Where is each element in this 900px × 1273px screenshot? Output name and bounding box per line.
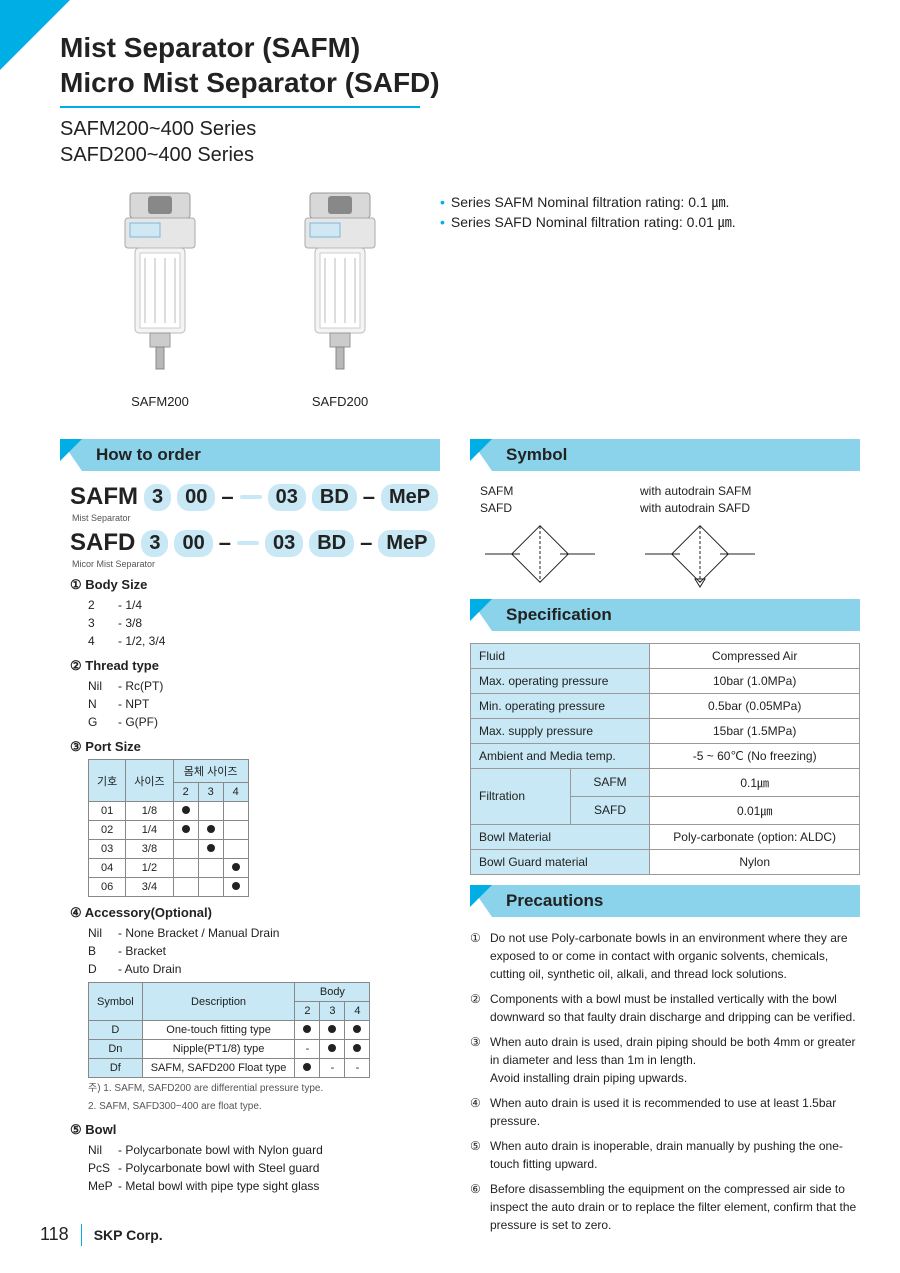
subtitle-1: SAFM200~400 Series xyxy=(60,116,860,142)
precautions-list: ①Do not use Poly-carbonate bowls in an e… xyxy=(470,929,860,1234)
section-symbol: Symbol xyxy=(470,439,860,471)
section-specification: Specification xyxy=(470,599,860,631)
accessory-table: SymbolDescriptionBody 234 DOne-touch fit… xyxy=(88,982,370,1078)
footer: 118 SKP Corp. xyxy=(40,1224,163,1246)
title-2: Micro Mist Separator (SAFD) xyxy=(60,65,860,100)
product-images: SAFM200 xyxy=(60,188,440,409)
port-size-table: 기호사이즈몸체 사이즈 234 011/8021/4033/8041/2063/… xyxy=(88,759,249,897)
page-body: Mist Separator (SAFM) Micro Mist Separat… xyxy=(0,0,900,1261)
spec-table: FluidCompressed AirMax. operating pressu… xyxy=(470,643,860,875)
title-1: Mist Separator (SAFM) xyxy=(60,30,860,65)
symbol-icon-autodrain xyxy=(640,519,760,589)
model-safm: SAFM 3 00 – 03 BD – MeP Mist Separator xyxy=(60,483,440,523)
product-image-safd xyxy=(280,188,400,388)
product-label-1: SAFD200 xyxy=(312,394,368,409)
bullet-0: Series SAFM Nominal filtration rating: 0… xyxy=(451,194,730,210)
legend-thread-type: ② Thread type Nil- Rc(PT) N- NPT G- G(PF… xyxy=(70,658,440,731)
legend-port-size: ③ Port Size 기호사이즈몸체 사이즈 234 011/8021/403… xyxy=(70,739,440,897)
title-rule xyxy=(60,106,420,108)
bullet-1: Series SAFD Nominal filtration rating: 0… xyxy=(451,214,736,230)
section-precautions: Precautions xyxy=(470,885,860,917)
product-label-0: SAFM200 xyxy=(131,394,189,409)
symbol-icon-basic xyxy=(480,519,600,589)
symbol-diagrams: SAFMSAFD with autodrain SAFMwith autodra… xyxy=(480,483,860,589)
legend-bowl: ⑤ Bowl Nil- Polycarbonate bowl with Nylo… xyxy=(70,1122,440,1195)
section-how-to-order: How to order xyxy=(60,439,440,471)
legend-accessory: ④ Accessory(Optional) Nil- None Bracket … xyxy=(70,905,440,1114)
product-image-safm xyxy=(100,188,220,388)
top-bullets: •Series SAFM Nominal filtration rating: … xyxy=(440,192,860,232)
subtitle-2: SAFD200~400 Series xyxy=(60,142,860,168)
model-safd: SAFD 3 00 – 03 BD – MeP Micor Mist Separ… xyxy=(60,529,440,569)
legend-body-size: ① Body Size 2- 1/4 3- 3/8 4- 1/2, 3/4 xyxy=(70,577,440,650)
